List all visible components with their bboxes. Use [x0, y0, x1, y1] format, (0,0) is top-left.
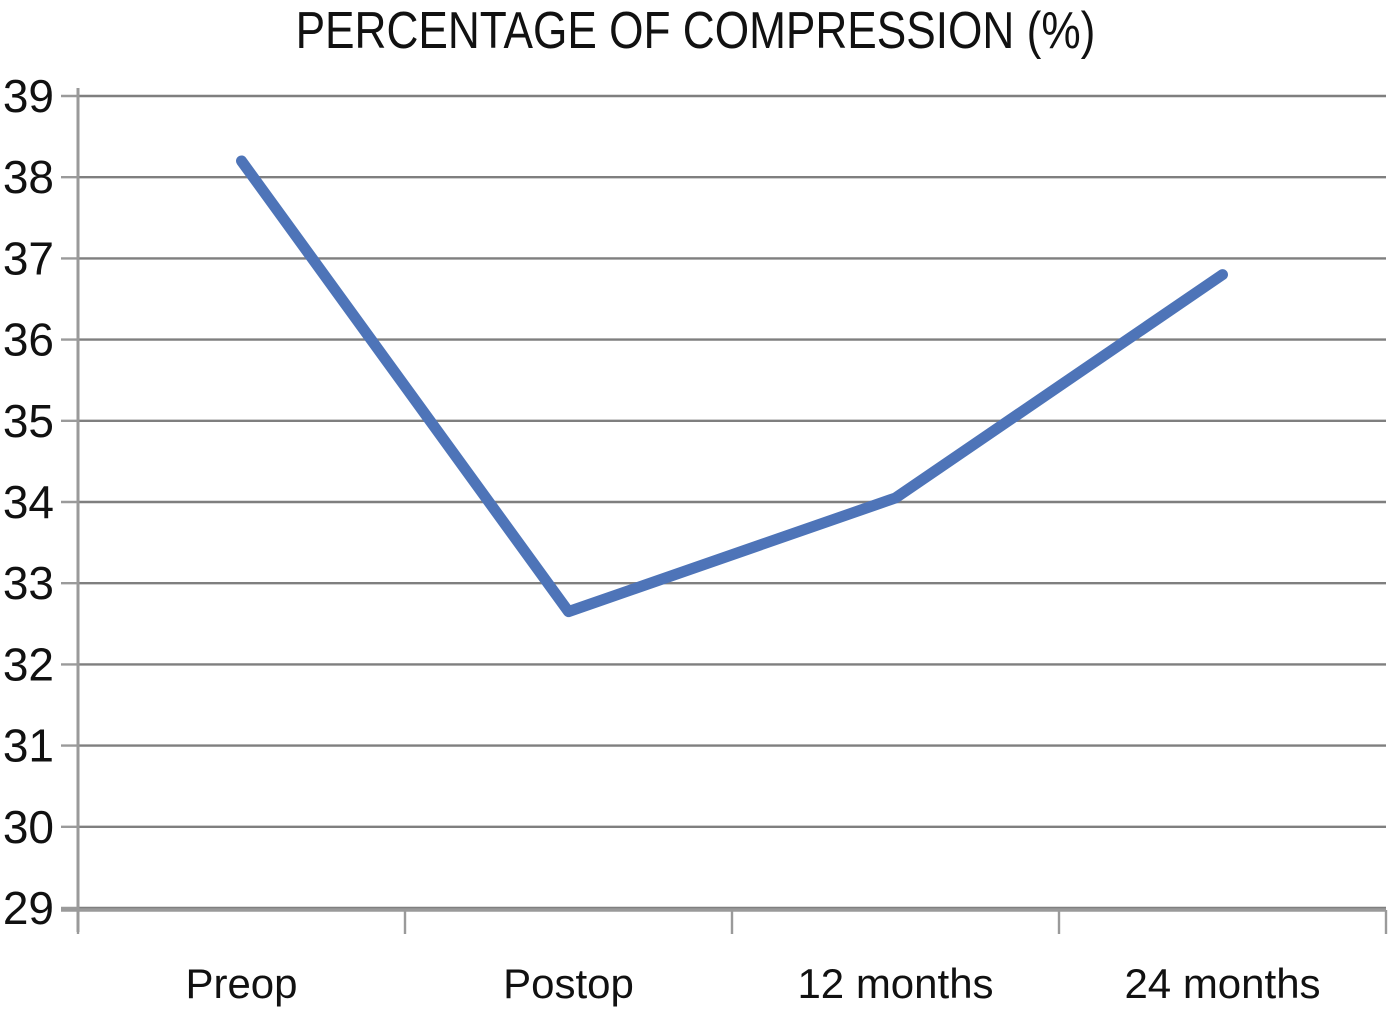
y-axis-tick-label: 35 — [3, 395, 54, 447]
x-axis-category-label: Preop — [185, 960, 297, 1007]
y-axis-tick-label: 33 — [3, 557, 54, 609]
x-axis-category-label: 24 months — [1124, 960, 1320, 1007]
chart-title-text: PERCENTAGE OF COMPRESSION (%) — [295, 2, 1095, 60]
y-axis-tick-label: 37 — [3, 232, 54, 284]
x-axis-category-label: Postop — [503, 960, 634, 1007]
y-axis-tick-label: 29 — [3, 882, 54, 934]
x-axis-category-label: 12 months — [797, 960, 993, 1007]
chart-title: PERCENTAGE OF COMPRESSION (%) — [0, 2, 1390, 60]
y-axis-tick-label: 39 — [3, 70, 54, 122]
y-axis-tick-label: 34 — [3, 476, 54, 528]
y-axis-tick-label: 31 — [3, 720, 54, 772]
y-axis-tick-label: 38 — [3, 151, 54, 203]
y-axis-tick-label: 30 — [3, 801, 54, 853]
y-axis-tick-label: 32 — [3, 638, 54, 690]
data-series-line — [236, 155, 1228, 618]
y-axis-tick-label: 36 — [3, 314, 54, 366]
